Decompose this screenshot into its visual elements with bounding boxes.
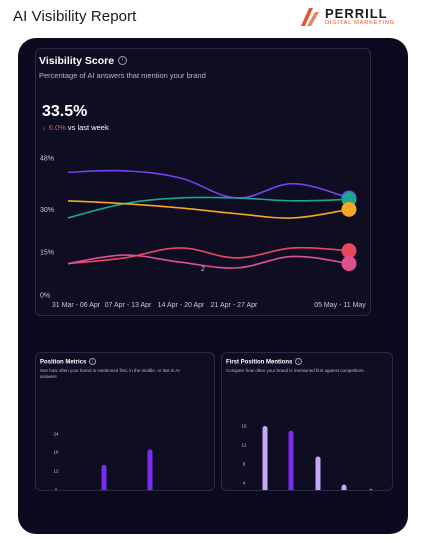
bar (147, 449, 153, 490)
position-metrics-subtitle: See how often your brand is mentioned fi… (40, 368, 180, 380)
x-tick-label: 14 Apr - 20 Apr (158, 302, 205, 309)
y-tick-label: 8 (243, 462, 246, 467)
visibility-score-title: Visibility Score i (39, 55, 128, 67)
brand-mark-icon (301, 8, 319, 26)
first-position-title: First Position Mentions i (226, 358, 303, 366)
first-position-bar-chart: 1612840PioneersBeehsPrimersDatasoonMckes… (241, 424, 373, 490)
report-panel: Visibility Score i Percentage of AI answe… (18, 38, 408, 534)
series-line (67, 200, 350, 219)
report-title: AI Visibility Report (13, 8, 137, 25)
y-tick-label: 8 (55, 488, 58, 491)
x-tick-label: 07 Apr - 13 Apr (105, 302, 152, 309)
y-tick-label: 12 (241, 443, 247, 448)
position-metrics-title: Position Metrics i (40, 358, 97, 366)
series-line (67, 254, 350, 269)
position-metrics-title-text: Position Metrics (40, 359, 87, 366)
visibility-line-chart: 48% 30% 15% 0%31 Mar - 06 Apr 07 Apr - 13 Ap… (40, 156, 366, 310)
delta-text: vs last week (67, 123, 109, 132)
bar (315, 456, 321, 490)
x-tick-label: 21 Apr - 27 Apr (211, 302, 258, 309)
y-tick-label: 12 (53, 469, 59, 474)
delta-percent: 6.0% (48, 123, 66, 132)
visibility-score-card: Visibility Score i Percentage of AI answe… (35, 48, 371, 316)
visibility-score-subtitle: Percentage of AI answers that mention yo… (39, 71, 206, 80)
info-icon[interactable]: i (295, 358, 303, 365)
position-metrics-card: Position Metrics i See how often your bra… (35, 352, 215, 491)
position-metrics-subtitle-line2: answers (40, 374, 57, 379)
y-tick-label: 4 (243, 481, 246, 486)
x-tick-label: 05 May - 11 May (314, 302, 366, 309)
visibility-score-value: 33.5% (42, 103, 88, 120)
y-tick-label: 15% (40, 250, 54, 257)
y-tick-label: 16 (53, 450, 59, 455)
bar (288, 430, 294, 490)
y-tick-label: 30% (40, 207, 54, 214)
series-end-point (341, 256, 357, 272)
position-metrics-subtitle-line1: See how often your brand is mentioned fi… (40, 368, 180, 373)
series-line (67, 169, 350, 199)
info-icon[interactable]: i (118, 55, 128, 65)
chart-annotation: 2 (201, 266, 205, 273)
series-line (67, 196, 350, 219)
visibility-score-delta: ↓ 6.0% vs last week (42, 123, 109, 132)
visibility-score-title-text: Visibility Score (39, 55, 115, 67)
series-line (67, 246, 350, 265)
y-tick-label: 48% (40, 156, 54, 163)
x-tick-label: 31 Mar - 06 Apr (52, 302, 101, 309)
down-arrow-icon: ↓ (42, 123, 46, 132)
first-position-card: First Position Mentions i Compare how oft… (221, 352, 393, 491)
brand-logo: PERRILL DIGITAL MARKETING (299, 6, 409, 30)
brand-tagline: DIGITAL MARKETING (325, 20, 395, 26)
position-metrics-bar-chart: 24161280FirstMiddleLast (53, 432, 153, 491)
bar (101, 464, 107, 490)
y-tick-label: 0% (40, 293, 50, 300)
series-end-point (341, 243, 357, 259)
series-end-point (341, 201, 357, 217)
brand-name: PERRILL (325, 6, 388, 21)
bar (369, 489, 373, 490)
first-position-title-text: First Position Mentions (226, 359, 293, 366)
bar (341, 484, 347, 490)
first-position-subtitle: Compare how often your brand is mentione… (226, 368, 365, 373)
y-tick-label: 24 (53, 432, 59, 437)
info-icon[interactable]: i (89, 358, 97, 365)
y-tick-label: 16 (241, 424, 247, 429)
bar (262, 426, 268, 490)
